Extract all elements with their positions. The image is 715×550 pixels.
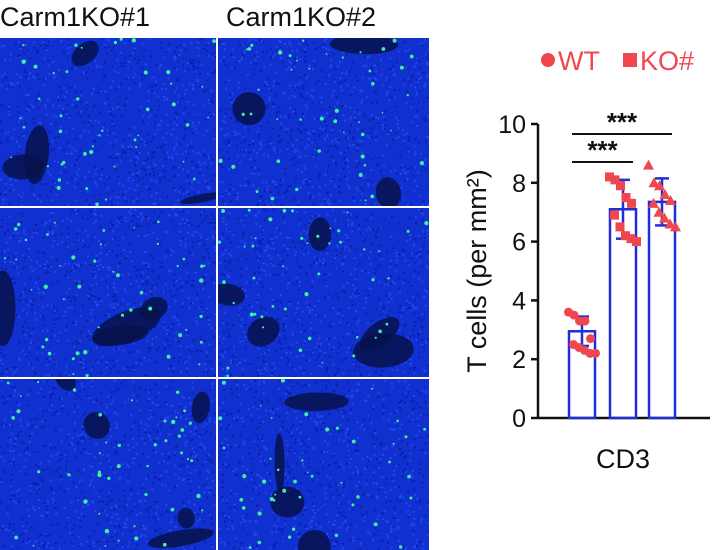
data-point (621, 193, 631, 202)
data-point (653, 206, 665, 217)
micrograph-row2-col1 (0, 208, 216, 377)
micrograph-texture (218, 38, 429, 206)
legend-label: WT (558, 46, 600, 76)
micrograph-texture (0, 379, 216, 550)
data-point (643, 159, 654, 170)
y-axis-label: T cells (per mm²) (462, 169, 492, 373)
grid-separator (0, 377, 430, 379)
significance-label: *** (587, 135, 618, 165)
data-point (670, 221, 681, 232)
data-point (605, 172, 614, 182)
significance-label: *** (607, 107, 638, 137)
micrograph-row3-col1 (0, 379, 216, 550)
micrograph-texture (0, 38, 216, 206)
data-point (627, 198, 636, 208)
data-point (665, 194, 676, 205)
micrograph-texture (218, 379, 429, 550)
data-point (615, 222, 625, 232)
column-header-1: Carm1KO#1 (0, 2, 151, 32)
grid-separator (0, 206, 430, 208)
cd3-bar-chart: WT KO# T cells (per mm²) 0 2 4 6 8 10 ****** CD3 (462, 46, 710, 474)
data-point (610, 210, 619, 220)
data-point (632, 237, 641, 247)
data-point (591, 348, 600, 358)
data-point (648, 197, 659, 208)
data-point (580, 316, 590, 326)
legend-marker-square (623, 53, 637, 67)
data-point (569, 310, 579, 320)
micrograph-row3-col2 (218, 379, 429, 550)
data-point (664, 218, 676, 229)
data-point (659, 189, 671, 200)
column-header-2: Carm1KO#2 (226, 2, 377, 32)
grid-separator (216, 38, 218, 550)
micrograph-row1-col2 (218, 38, 429, 206)
y-tick-label: 2 (512, 346, 526, 374)
y-tick-label: 4 (512, 287, 526, 315)
data-point (621, 231, 630, 241)
y-tick-label: 0 (512, 405, 526, 433)
data-point (616, 181, 625, 191)
x-category-label: CD3 (596, 444, 650, 474)
y-tick-label: 8 (512, 170, 526, 198)
micrograph-row2-col2 (218, 208, 429, 377)
legend-marker-circle (541, 53, 555, 67)
legend-label: KO# (640, 46, 694, 76)
micrograph-texture (0, 208, 216, 377)
data-point (610, 175, 620, 185)
data-point (586, 334, 595, 344)
bar-group3 (647, 200, 677, 420)
y-tick-label: 10 (498, 111, 526, 139)
micrograph-row1-col1 (0, 38, 216, 206)
micrograph-texture (218, 208, 429, 377)
y-tick-label: 6 (512, 229, 526, 257)
data-point (626, 234, 636, 244)
data-point (659, 212, 670, 223)
data-point (648, 177, 660, 188)
data-point (654, 180, 665, 191)
